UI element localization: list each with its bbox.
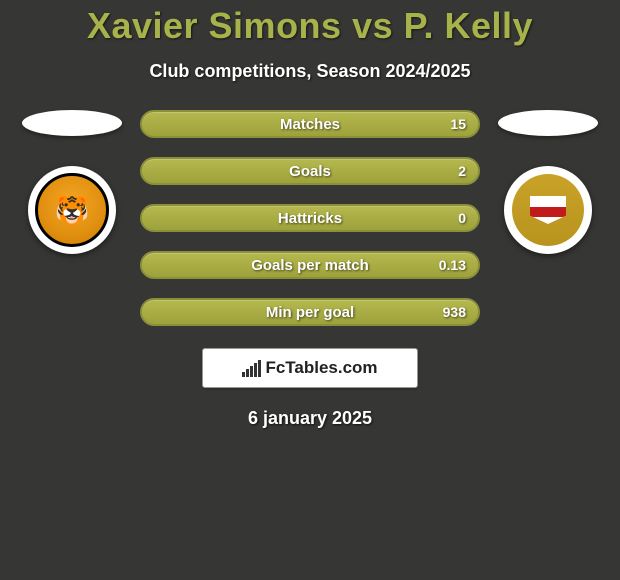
stat-value: 0 [458, 210, 466, 226]
stat-row-matches: Matches 15 [140, 110, 480, 138]
shield-icon [512, 174, 584, 246]
stat-label: Goals per match [251, 257, 369, 274]
tiger-icon: 🐯 [35, 173, 109, 247]
subtitle: Club competitions, Season 2024/2025 [0, 61, 620, 82]
left-player-col: 🐯 [22, 110, 122, 254]
stat-value: 0.13 [439, 257, 466, 273]
right-player-col [498, 110, 598, 254]
stat-value: 15 [450, 116, 466, 132]
main-row: 🐯 Matches 15 Goals 2 Hattricks 0 Goals p… [0, 110, 620, 326]
page-title: Xavier Simons vs P. Kelly [0, 5, 620, 47]
stat-label: Hattricks [278, 210, 342, 227]
right-club-badge [504, 166, 592, 254]
stat-row-goals-per-match: Goals per match 0.13 [140, 251, 480, 279]
stat-label: Matches [280, 116, 340, 133]
stat-row-goals: Goals 2 [140, 157, 480, 185]
stats-column: Matches 15 Goals 2 Hattricks 0 Goals per… [140, 110, 480, 326]
stat-row-hattricks: Hattricks 0 [140, 204, 480, 232]
left-ellipse [22, 110, 122, 136]
left-club-badge: 🐯 [28, 166, 116, 254]
stat-label: Goals [289, 163, 331, 180]
chart-icon [242, 359, 261, 377]
stat-value: 938 [443, 304, 466, 320]
comparison-card: Xavier Simons vs P. Kelly Club competiti… [0, 0, 620, 429]
brand-box: FcTables.com [202, 348, 418, 388]
stat-label: Min per goal [266, 304, 354, 321]
stat-value: 2 [458, 163, 466, 179]
date-label: 6 january 2025 [0, 408, 620, 429]
brand-text: FcTables.com [265, 358, 377, 378]
stat-row-min-per-goal: Min per goal 938 [140, 298, 480, 326]
right-ellipse [498, 110, 598, 136]
